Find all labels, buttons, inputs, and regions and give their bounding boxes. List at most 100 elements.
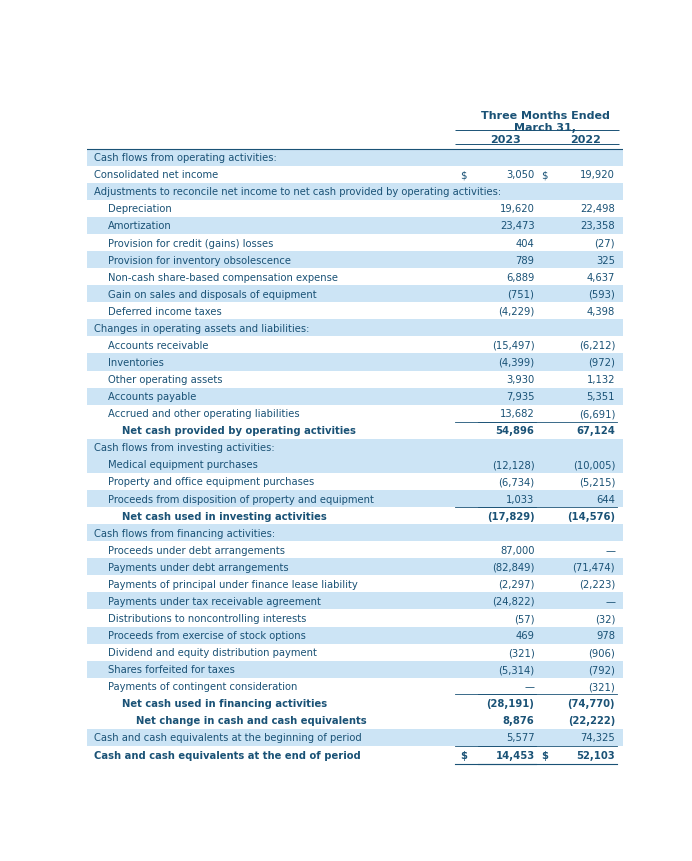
Text: Cash flows from investing activities:: Cash flows from investing activities: — [94, 443, 275, 453]
Bar — [86, 729, 623, 746]
Text: Proceeds under debt arrangements: Proceeds under debt arrangements — [108, 545, 285, 555]
Text: 3,930: 3,930 — [507, 375, 534, 385]
Text: Cash flows from operating activities:: Cash flows from operating activities: — [94, 153, 277, 163]
Text: 87,000: 87,000 — [500, 545, 534, 555]
Text: 4,637: 4,637 — [587, 272, 615, 282]
Text: Other operating assets: Other operating assets — [108, 375, 223, 385]
Text: Accrued and other operating liabilities: Accrued and other operating liabilities — [108, 409, 300, 418]
Text: (15,497): (15,497) — [492, 341, 534, 350]
Text: 404: 404 — [516, 238, 534, 248]
Text: Proceeds from disposition of property and equipment: Proceeds from disposition of property an… — [108, 494, 374, 504]
Text: 7,935: 7,935 — [506, 392, 534, 402]
Text: Changes in operating assets and liabilities:: Changes in operating assets and liabilit… — [94, 324, 309, 333]
Text: (6,734): (6,734) — [498, 477, 534, 487]
Text: (71,474): (71,474) — [572, 562, 615, 573]
Bar — [86, 491, 623, 507]
Text: Deferred income taxes: Deferred income taxes — [108, 307, 222, 317]
Bar — [86, 183, 623, 201]
Text: 14,453: 14,453 — [495, 750, 534, 759]
Text: Net change in cash and cash equivalents: Net change in cash and cash equivalents — [136, 715, 367, 726]
Bar — [86, 439, 623, 456]
Text: (5,215): (5,215) — [579, 477, 615, 487]
Bar — [86, 559, 623, 576]
Text: Proceeds from exercise of stock options: Proceeds from exercise of stock options — [108, 630, 306, 641]
Text: Cash and cash equivalents at the end of period: Cash and cash equivalents at the end of … — [94, 750, 361, 759]
Text: Amortization: Amortization — [108, 221, 172, 232]
Text: $: $ — [541, 170, 548, 180]
Bar — [86, 251, 623, 269]
Text: (2,297): (2,297) — [498, 579, 534, 589]
Text: (17,829): (17,829) — [487, 511, 534, 521]
Text: (751): (751) — [507, 289, 534, 300]
Text: (82,849): (82,849) — [492, 562, 534, 573]
Text: (972): (972) — [588, 357, 615, 368]
Text: Dividend and equity distribution payment: Dividend and equity distribution payment — [108, 647, 317, 658]
Text: Medical equipment purchases: Medical equipment purchases — [108, 460, 258, 470]
Text: Distributions to noncontrolling interests: Distributions to noncontrolling interest… — [108, 613, 307, 623]
Bar — [86, 150, 623, 166]
Text: Inventories: Inventories — [108, 357, 164, 368]
Text: Accounts payable: Accounts payable — [108, 392, 197, 402]
Text: 19,620: 19,620 — [500, 204, 534, 214]
Text: 74,325: 74,325 — [581, 733, 615, 743]
Text: Three Months Ended: Three Months Ended — [481, 111, 610, 121]
Bar — [86, 592, 623, 610]
Text: 8,876: 8,876 — [502, 715, 534, 726]
Text: 1,033: 1,033 — [507, 494, 534, 504]
Text: Gain on sales and disposals of equipment: Gain on sales and disposals of equipment — [108, 289, 317, 300]
Text: (321): (321) — [588, 682, 615, 691]
Text: (28,191): (28,191) — [486, 698, 534, 709]
Text: 13,682: 13,682 — [500, 409, 534, 418]
Text: Accounts receivable: Accounts receivable — [108, 341, 209, 350]
Text: $: $ — [460, 170, 466, 180]
Text: 2022: 2022 — [570, 135, 601, 145]
Text: 1,132: 1,132 — [587, 375, 615, 385]
Text: 23,358: 23,358 — [581, 221, 615, 232]
Text: Provision for credit (gains) losses: Provision for credit (gains) losses — [108, 238, 273, 248]
Text: (24,822): (24,822) — [492, 597, 534, 606]
Text: (792): (792) — [588, 665, 615, 674]
Text: (74,770): (74,770) — [567, 698, 615, 709]
Text: (27): (27) — [594, 238, 615, 248]
Text: Adjustments to reconcile net income to net cash provided by operating activities: Adjustments to reconcile net income to n… — [94, 187, 502, 197]
Text: (4,229): (4,229) — [498, 307, 534, 317]
Text: (32): (32) — [594, 613, 615, 623]
Text: Payments under debt arrangements: Payments under debt arrangements — [108, 562, 289, 573]
Bar — [86, 524, 623, 542]
Text: (6,212): (6,212) — [579, 341, 615, 350]
Text: (906): (906) — [588, 647, 615, 658]
Text: (2,223): (2,223) — [579, 579, 615, 589]
Text: 54,896: 54,896 — [495, 426, 534, 436]
Text: (593): (593) — [588, 289, 615, 300]
Text: 469: 469 — [516, 630, 534, 641]
Text: 19,920: 19,920 — [580, 170, 615, 180]
Text: March 31,: March 31, — [514, 122, 576, 133]
Text: (14,576): (14,576) — [567, 511, 615, 521]
Bar — [86, 354, 623, 371]
Text: Cash and cash equivalents at the beginning of period: Cash and cash equivalents at the beginni… — [94, 733, 362, 743]
Text: (22,222): (22,222) — [568, 715, 615, 726]
Text: Provision for inventory obsolescence: Provision for inventory obsolescence — [108, 256, 291, 265]
Text: 3,050: 3,050 — [507, 170, 534, 180]
Text: (57): (57) — [514, 613, 534, 623]
Text: Non-cash share-based compensation expense: Non-cash share-based compensation expens… — [108, 272, 338, 282]
Text: Shares forfeited for taxes: Shares forfeited for taxes — [108, 665, 235, 674]
Bar — [86, 456, 623, 474]
Text: Depreciation: Depreciation — [108, 204, 172, 214]
Text: 6,889: 6,889 — [506, 272, 534, 282]
Text: 22,498: 22,498 — [581, 204, 615, 214]
Text: (5,314): (5,314) — [498, 665, 534, 674]
Text: 644: 644 — [597, 494, 615, 504]
Text: 2023: 2023 — [490, 135, 520, 145]
Text: Payments of contingent consideration: Payments of contingent consideration — [108, 682, 298, 691]
Bar — [86, 218, 623, 235]
Text: 67,124: 67,124 — [576, 426, 615, 436]
Text: Property and office equipment purchases: Property and office equipment purchases — [108, 477, 314, 487]
Text: 325: 325 — [596, 256, 615, 265]
Text: (321): (321) — [508, 647, 534, 658]
Text: 23,473: 23,473 — [500, 221, 534, 232]
Text: (12,128): (12,128) — [492, 460, 534, 470]
Text: 978: 978 — [596, 630, 615, 641]
Text: 4,398: 4,398 — [587, 307, 615, 317]
Text: 5,577: 5,577 — [506, 733, 534, 743]
